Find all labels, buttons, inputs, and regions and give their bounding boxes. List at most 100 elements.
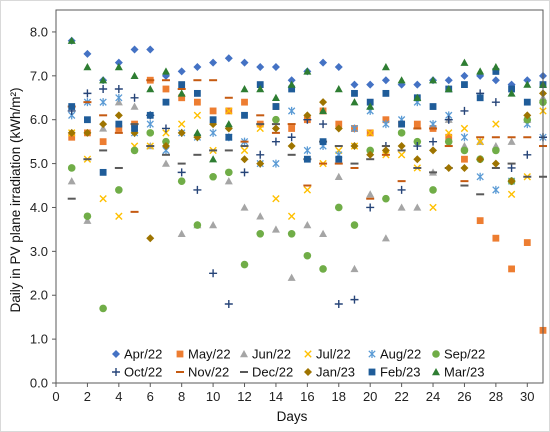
data-point <box>413 142 422 151</box>
data-point <box>146 234 155 243</box>
data-point <box>177 128 186 137</box>
data-point <box>413 155 422 164</box>
data-point <box>350 98 359 106</box>
y-axis-title: Daily in PV plane irradiation (kWh/m²) <box>8 87 23 312</box>
data-point <box>241 111 248 119</box>
legend-item: Nov/22 <box>176 365 229 380</box>
y-tick-label: 4.0 <box>30 200 48 215</box>
data-point <box>99 84 108 93</box>
data-point <box>240 260 249 269</box>
legend-marker <box>240 350 248 358</box>
data-point <box>429 137 438 146</box>
data-point <box>476 172 484 181</box>
data-point <box>366 102 375 110</box>
legend-background <box>104 344 496 380</box>
data-point <box>224 300 233 309</box>
data-point <box>319 229 328 237</box>
data-point <box>271 225 280 233</box>
data-point <box>272 159 280 168</box>
data-point <box>492 68 500 75</box>
legend-item: Dec/22 <box>240 365 293 380</box>
data-point <box>508 85 515 93</box>
data-point <box>271 93 280 101</box>
data-point <box>177 229 186 237</box>
data-point <box>413 137 422 146</box>
data-point <box>193 98 201 106</box>
data-point <box>272 115 280 124</box>
data-point <box>350 80 359 89</box>
data-point <box>398 120 406 128</box>
plot-area-border <box>55 9 544 384</box>
data-point <box>460 106 469 115</box>
data-point <box>429 186 437 194</box>
data-point <box>382 120 390 129</box>
data-point <box>130 93 139 102</box>
y-tick-label: 8.0 <box>30 24 48 39</box>
legend-marker <box>176 350 184 358</box>
x-tick-label: 20 <box>363 389 377 404</box>
data-point <box>460 163 469 172</box>
legend-marker <box>432 368 440 376</box>
legend-item: Sep/22 <box>432 347 485 362</box>
legend-item: Oct/22 <box>112 365 162 380</box>
x-tick-label: 2 <box>84 389 91 404</box>
data-point <box>366 190 375 198</box>
data-point <box>523 150 532 159</box>
data-point <box>460 146 469 155</box>
data-point <box>209 269 218 278</box>
data-point <box>319 106 328 115</box>
data-point <box>130 146 139 155</box>
x-tick-label: 16 <box>300 389 314 404</box>
series-Apr-22 <box>67 36 547 89</box>
data-point <box>444 115 453 124</box>
data-point <box>162 85 170 93</box>
data-point <box>130 102 139 110</box>
data-point <box>240 146 249 155</box>
legend-item: Jun/22 <box>240 347 291 362</box>
data-point <box>334 63 343 72</box>
data-point <box>224 54 233 63</box>
data-point <box>351 89 358 97</box>
data-point <box>99 194 107 203</box>
data-point <box>476 137 484 146</box>
x-tick-label: 8 <box>178 389 185 404</box>
data-point <box>83 216 92 224</box>
data-point <box>178 94 186 102</box>
x-tick-label: 4 <box>115 389 122 404</box>
y-axis-title-main: Daily in PV plane irradiation (kWh/m²) <box>8 87 23 312</box>
y-tick-label: 3.0 <box>30 244 48 259</box>
data-point <box>382 116 390 124</box>
data-point <box>67 128 76 137</box>
data-point <box>366 129 374 137</box>
x-tick-label: 6 <box>147 389 154 404</box>
data-point <box>177 67 186 76</box>
data-point <box>130 45 139 54</box>
data-point <box>161 159 170 167</box>
data-point <box>397 142 406 151</box>
data-point <box>366 80 375 89</box>
data-point <box>115 93 123 102</box>
data-point <box>68 103 76 110</box>
data-point <box>287 80 296 88</box>
data-point <box>507 177 516 186</box>
legend-marker <box>304 350 312 358</box>
legend-item: May/22 <box>176 347 231 362</box>
series-Nov-22 <box>67 79 547 213</box>
data-point <box>287 212 296 220</box>
y-tick-label: 2.0 <box>30 288 48 303</box>
data-point <box>83 212 92 221</box>
legend-label: Oct/22 <box>124 365 162 380</box>
data-point <box>99 304 107 313</box>
x-axis-ticks: 0 2 4 6 8 10 12 14 16 18 20 22 24 26 28 30 <box>52 383 535 404</box>
data-point <box>256 159 265 168</box>
data-point <box>271 137 280 146</box>
data-point <box>319 98 328 107</box>
data-point <box>335 120 343 128</box>
data-point <box>429 120 437 129</box>
data-point <box>523 98 531 106</box>
data-point <box>114 111 123 120</box>
data-point <box>193 221 202 229</box>
data-point <box>334 84 343 93</box>
legend-label: May/22 <box>188 347 231 362</box>
